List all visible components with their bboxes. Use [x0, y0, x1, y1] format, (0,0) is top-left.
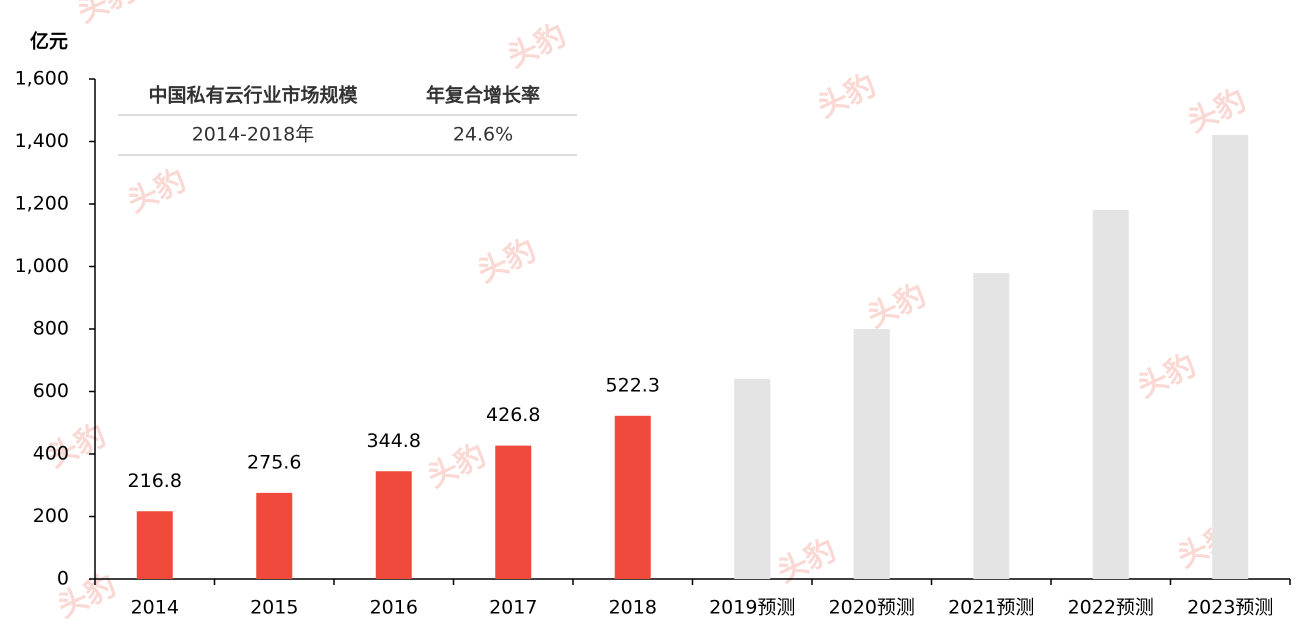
watermark: 头豹 [422, 438, 491, 495]
watermark: 头豹 [1182, 83, 1251, 140]
watermark: 头豹 [472, 233, 541, 290]
watermark: 头豹 [122, 163, 191, 220]
data-label: 522.3 [606, 374, 660, 396]
x-tick-label: 2022预测 [1068, 597, 1154, 619]
x-tick-label: 2017 [489, 597, 537, 619]
x-tick-label: 2014 [131, 597, 179, 619]
y-tick-label: 0 [57, 568, 69, 590]
y-tick-label: 600 [33, 380, 69, 402]
bar [136, 511, 173, 579]
watermark: 头豹 [772, 533, 841, 590]
bar [256, 492, 293, 579]
data-label: 344.8 [367, 430, 421, 452]
x-tick-label: 2020预测 [829, 597, 915, 619]
bar [734, 379, 771, 579]
bar [375, 471, 412, 579]
bar [614, 415, 651, 579]
y-tick-label: 800 [33, 318, 69, 340]
y-tick-label: 1,000 [15, 255, 69, 277]
watermark: 头豹 [1132, 348, 1201, 405]
y-tick-label: 1,400 [15, 130, 69, 152]
bar [495, 445, 532, 579]
table-header: 中国私有云行业市场规模 [148, 84, 358, 107]
y-tick-label: 400 [33, 443, 69, 465]
table-cell: 24.6% [453, 124, 513, 146]
x-tick-label: 2023预测 [1187, 597, 1273, 619]
watermark: 头豹 [502, 18, 571, 75]
bar [973, 273, 1010, 579]
table-header: 年复合增长率 [426, 84, 540, 107]
x-tick-label: 2018 [609, 597, 657, 619]
watermark: 头豹 [72, 0, 141, 30]
x-tick-label: 2016 [370, 597, 418, 619]
y-tick-label: 1,600 [15, 68, 69, 90]
y-tick-label: 1,200 [15, 193, 69, 215]
watermark: 头豹 [812, 68, 881, 125]
y-axis-label: 亿元 [30, 30, 68, 53]
bar [853, 329, 890, 579]
bar [1092, 209, 1129, 579]
data-label: 275.6 [247, 451, 301, 473]
watermark: 头豹 [862, 278, 931, 335]
bar [1212, 134, 1249, 579]
x-tick-label: 2019预测 [709, 597, 795, 619]
data-label: 216.8 [128, 470, 182, 492]
x-tick-label: 2015 [250, 597, 298, 619]
y-tick-label: 200 [33, 505, 69, 527]
table-cell: 2014-2018年 [192, 124, 315, 146]
x-tick-label: 2021预测 [948, 597, 1034, 619]
data-label: 426.8 [486, 404, 540, 426]
